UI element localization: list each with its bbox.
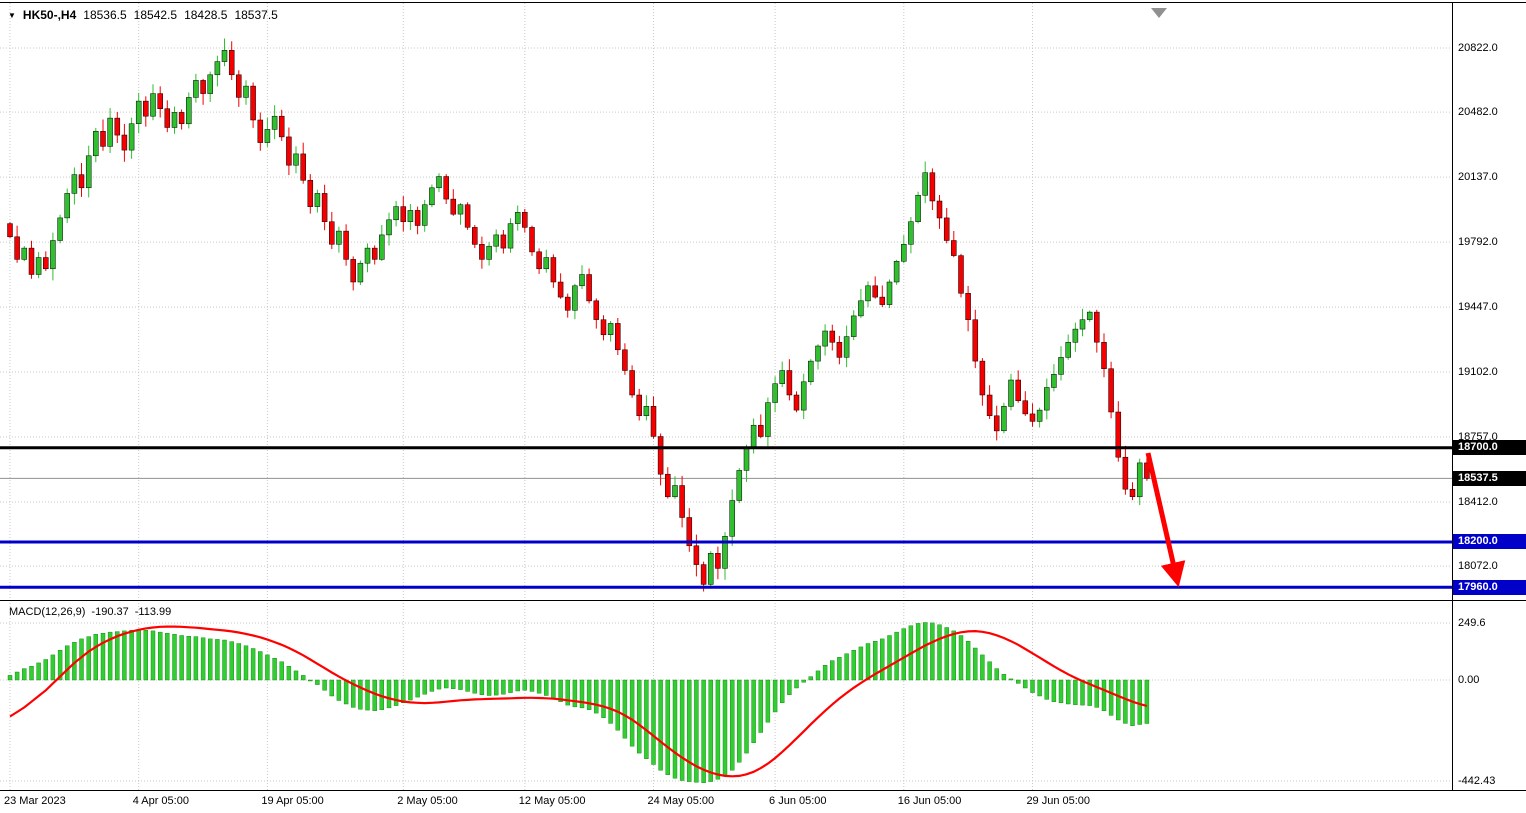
time-axis[interactable]: 23 Mar 2023 4 Apr 05:00 19 Apr 05:00 2 May … [0,791,1452,813]
ohlc-open: 18536.5 [83,8,127,22]
price-level-tag: 18537.5 [1453,470,1526,486]
symbol-dropdown-icon[interactable]: ▼ [8,10,16,20]
candlesticks [7,38,1150,592]
time-tick-label: 24 May 05:00 [647,795,715,807]
time-tick-label: 23 Mar 2023 [4,795,66,807]
time-axis-border [0,790,1526,791]
macd-tick-label: 0.00 [1458,674,1480,686]
ohlc-low: 18428.5 [184,8,228,22]
chart-canvas[interactable] [0,3,1452,793]
time-tick-label: 6 Jun 05:00 [769,795,827,807]
trend-arrow-annotation[interactable] [1145,452,1186,588]
macd-tick-label: -442.43 [1458,775,1496,787]
macd-histogram [7,622,1150,783]
chart-title: ▼ HK50-,H4 18536.5 18542.5 18428.5 18537… [8,8,278,22]
price-tick-label: 20482.0 [1458,106,1498,119]
indicator-label: MACD(12,26,9) -190.37 -113.99 [9,606,171,618]
ohlc-close: 18537.5 [234,8,278,22]
indicator-name: MACD(12,26,9) [9,606,86,618]
time-tick-label: 4 Apr 05:00 [132,795,189,807]
price-macd-plot[interactable] [0,3,1452,793]
price-tick-label: 20822.0 [1458,42,1498,54]
price-tick-label: 18072.0 [1458,560,1498,573]
price-level-tag: 18200.0 [1453,534,1526,550]
price-level-tag: 17960.0 [1453,579,1526,595]
indicator-main-value: -190.37 [91,606,129,618]
time-tick-label: 2 May 05:00 [397,795,458,807]
price-tick-label: 20137.0 [1458,171,1498,184]
chart-top-border [0,2,1526,3]
macd-tick-label: 249.6 [1458,617,1486,630]
price-tick-label: 18757.0 [1458,431,1498,444]
time-tick-label: 12 May 05:00 [518,795,586,807]
time-tick-label: 19 Apr 05:00 [261,795,324,807]
ohlc-high: 18542.5 [133,8,178,22]
axis-border [1452,2,1453,790]
price-axis[interactable]: 20822.0 20482.0 20137.0 19792.0 19447.0 19102… [1453,0,1526,813]
pane-divider[interactable] [0,600,1526,601]
price-tick-label: 18412.0 [1458,496,1498,509]
price-level-tag: 18700.0 [1453,440,1526,456]
chart-shift-marker-icon[interactable] [1151,8,1167,18]
macd-signal-line [9,625,1148,778]
symbol-period-label: HK50-,H4 [22,8,77,22]
indicator-signal-value: -113.99 [134,606,172,618]
price-tick-label: 19447.0 [1458,301,1498,314]
price-tick-label: 19792.0 [1458,236,1498,249]
price-tick-label: 19102.0 [1458,366,1498,379]
time-tick-label: 16 Jun 05:00 [897,795,962,807]
time-tick-label: 29 Jun 05:00 [1026,795,1091,807]
